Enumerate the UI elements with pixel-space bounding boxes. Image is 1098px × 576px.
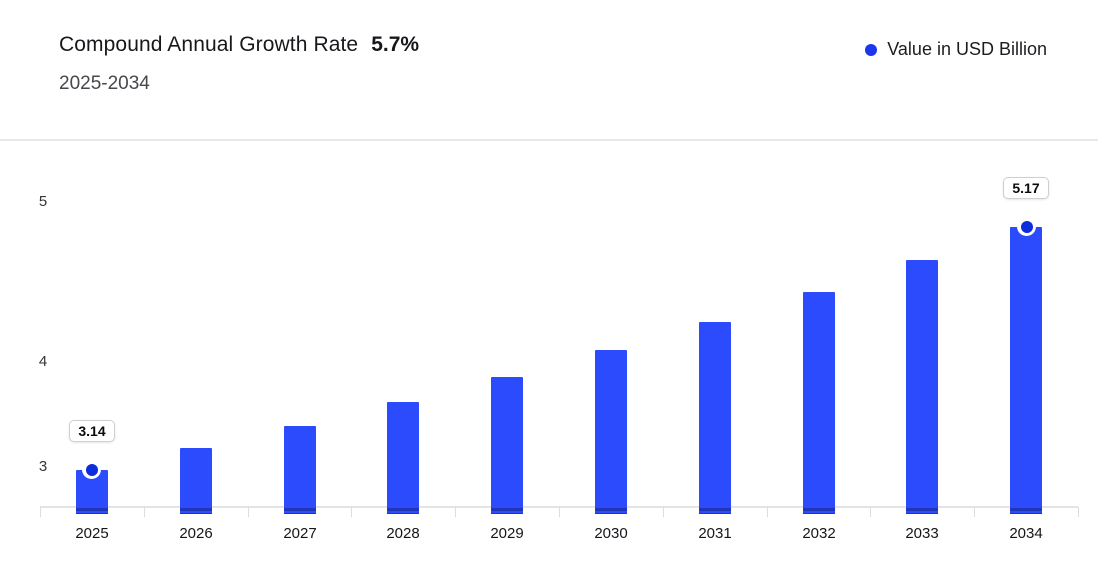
- chart-header: Compound Annual Growth Rate 5.7% 2025-20…: [59, 33, 1058, 95]
- y-axis-tick-label: 5: [38, 193, 48, 210]
- data-point-dot-icon: [1020, 220, 1033, 233]
- x-axis-tick: [455, 507, 456, 517]
- x-axis-label: 2030: [594, 525, 628, 542]
- legend-item[interactable]: Value in USD Billion: [865, 39, 1047, 60]
- x-axis-label: 2026: [179, 525, 213, 542]
- bar[interactable]: [595, 350, 627, 514]
- y-axis-tick-label: 3: [38, 458, 48, 475]
- x-axis-tick: [974, 507, 975, 517]
- x-axis-tick: [248, 507, 249, 517]
- data-point-marker: [82, 460, 101, 479]
- x-axis-tick: [663, 507, 664, 517]
- x-axis-label: 2025: [75, 525, 109, 542]
- x-axis-label: 2028: [386, 525, 420, 542]
- data-point-marker: [1017, 217, 1036, 236]
- x-axis-tick: [144, 507, 145, 517]
- x-axis-label: 2027: [283, 525, 317, 542]
- x-axis-tick: [559, 507, 560, 517]
- x-axis-tick: [870, 507, 871, 517]
- x-axis-label: 2031: [698, 525, 732, 542]
- chart-title: Compound Annual Growth Rate: [59, 33, 359, 56]
- value-label: 3.14: [69, 420, 115, 442]
- bar[interactable]: [284, 426, 316, 514]
- legend-label: Value in USD Billion: [887, 39, 1047, 59]
- x-axis-label: 2033: [905, 525, 939, 542]
- x-axis-tick: [767, 507, 768, 517]
- bar[interactable]: [699, 322, 731, 514]
- bar-chart: 5 4 3 3.14 2025 2026 2027 2028 2029 2030 2031 2032 2…: [0, 141, 1098, 576]
- legend-dot-icon: [865, 43, 878, 56]
- bar[interactable]: [906, 260, 938, 514]
- chart-subtitle: 2025-2034: [59, 73, 150, 94]
- data-point-dot-icon: [85, 463, 98, 476]
- bar[interactable]: [803, 292, 835, 514]
- y-axis-tick-label: 4: [38, 353, 48, 370]
- x-axis-label: 2032: [802, 525, 836, 542]
- x-axis-label: 2034: [1009, 525, 1043, 542]
- bar[interactable]: [491, 377, 523, 514]
- x-axis-tick: [40, 507, 41, 517]
- bar[interactable]: [180, 448, 212, 514]
- header-divider: [0, 139, 1098, 141]
- x-axis-label: 2029: [490, 525, 524, 542]
- x-axis-tick: [1078, 507, 1079, 517]
- x-axis-tick: [351, 507, 352, 517]
- bar[interactable]: [1010, 227, 1042, 514]
- cagr-value: 5.7%: [371, 33, 420, 56]
- title-row: Compound Annual Growth Rate 5.7%: [59, 33, 1058, 57]
- value-label: 5.17: [1003, 177, 1049, 199]
- bar[interactable]: [387, 402, 419, 514]
